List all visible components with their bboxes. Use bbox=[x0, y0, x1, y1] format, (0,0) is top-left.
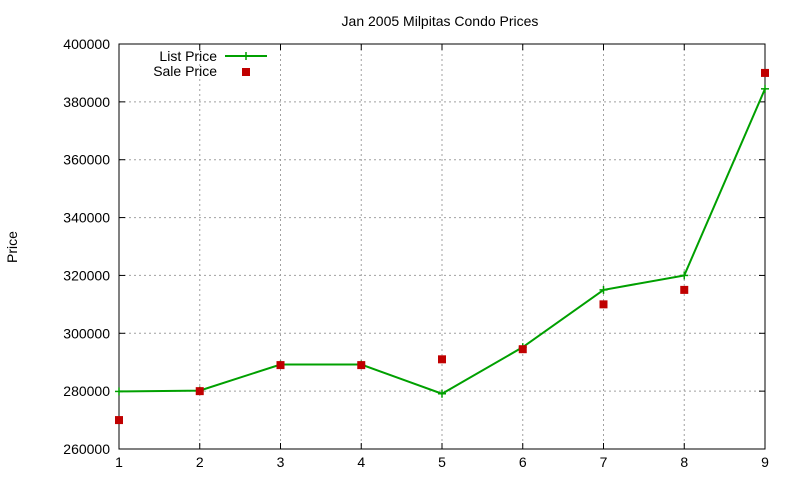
data-point-sale-price bbox=[761, 68, 769, 77]
data-point-list-price bbox=[761, 84, 769, 93]
data-point-list-price bbox=[599, 285, 608, 294]
y-tick-label: 380000 bbox=[63, 94, 110, 110]
data-point-list-price bbox=[438, 389, 446, 398]
data-point-sale-price bbox=[680, 285, 689, 294]
grid bbox=[119, 44, 765, 449]
y-tick-label: 260000 bbox=[63, 441, 110, 457]
y-axis-label: Price bbox=[4, 231, 20, 263]
legend-label-sale-price: Sale Price bbox=[153, 63, 217, 79]
legend-swatches bbox=[225, 52, 267, 76]
x-tick-label: 1 bbox=[115, 454, 123, 470]
x-tick-label: 8 bbox=[680, 454, 688, 470]
x-tick-label: 4 bbox=[357, 454, 365, 470]
series-layer bbox=[115, 68, 769, 425]
chart-title: Jan 2005 Milpitas Condo Prices bbox=[342, 13, 539, 29]
y-tick-label: 400000 bbox=[63, 36, 110, 52]
data-point-sale-price bbox=[599, 300, 608, 309]
plot-frame bbox=[118, 43, 766, 450]
legend: List Price Sale Price bbox=[153, 48, 267, 79]
data-point-sale-price bbox=[357, 361, 366, 370]
y-tick-label: 340000 bbox=[63, 210, 110, 226]
data-point-sale-price bbox=[276, 361, 285, 370]
data-point-list-price bbox=[680, 271, 689, 280]
x-tick-label: 5 bbox=[438, 454, 446, 470]
axis-ticks: 260000 280000 300000 320000 340000 360000 3800… bbox=[63, 36, 769, 470]
legend-marker-list-price bbox=[242, 52, 250, 60]
y-tick-label: 360000 bbox=[63, 152, 110, 168]
data-point-sale-price bbox=[195, 387, 204, 396]
x-tick-label: 3 bbox=[277, 454, 285, 470]
x-tick-label: 2 bbox=[196, 454, 204, 470]
data-point-sale-price bbox=[438, 355, 446, 364]
y-tick-label: 300000 bbox=[63, 325, 110, 341]
x-tick-label: 7 bbox=[600, 454, 608, 470]
data-point-sale-price bbox=[518, 345, 527, 354]
y-tick-label: 280000 bbox=[63, 383, 110, 399]
x-tick-label: 6 bbox=[519, 454, 527, 470]
x-tick-label: 9 bbox=[761, 454, 769, 470]
y-tick-label: 320000 bbox=[63, 267, 110, 283]
data-point-list-price bbox=[115, 387, 123, 396]
data-point-sale-price bbox=[115, 416, 123, 425]
legend-label-list-price: List Price bbox=[159, 48, 217, 64]
legend-marker-sale-price bbox=[242, 68, 250, 76]
